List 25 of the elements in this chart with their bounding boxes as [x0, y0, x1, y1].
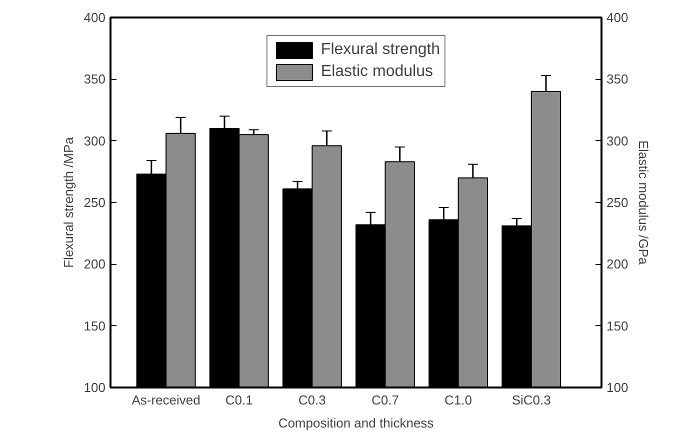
y2-tick-label: 250 [606, 195, 628, 210]
y2-tick-label: 100 [606, 380, 628, 395]
legend-label: Elastic modulus [320, 63, 433, 81]
x-tick-label: C0.7 [371, 392, 399, 408]
y-tick-label: 400 [84, 10, 106, 25]
x-tick-label: C0.3 [298, 392, 326, 408]
y-tick-label: 350 [84, 72, 106, 87]
y2-axis-title: Elastic modulus /GPa [636, 140, 652, 266]
y2-tick-label: 400 [606, 10, 628, 25]
y-tick-label: 200 [84, 256, 106, 272]
y2-tick-label: 200 [606, 256, 628, 272]
x-tick-label: C0.1 [225, 392, 253, 408]
y-tick-label: 150 [84, 318, 106, 334]
x-tick-label: C1.0 [444, 392, 472, 408]
y-tick-label: 250 [84, 195, 106, 210]
y2-tick-label: 150 [606, 318, 628, 334]
y2-tick-label: 300 [606, 133, 628, 148]
legend-label: Flexural strength [320, 41, 440, 59]
x-axis-title: Composition and thickness [278, 416, 434, 430]
x-tick-label: As-received [132, 392, 200, 408]
y-tick-label: 300 [84, 133, 106, 148]
x-tick-label: SiC0.3 [512, 392, 551, 408]
y-tick-label: 100 [84, 380, 106, 395]
y2-tick-label: 350 [606, 72, 628, 87]
y-axis-title: Flexural strength /MPa [60, 136, 76, 268]
